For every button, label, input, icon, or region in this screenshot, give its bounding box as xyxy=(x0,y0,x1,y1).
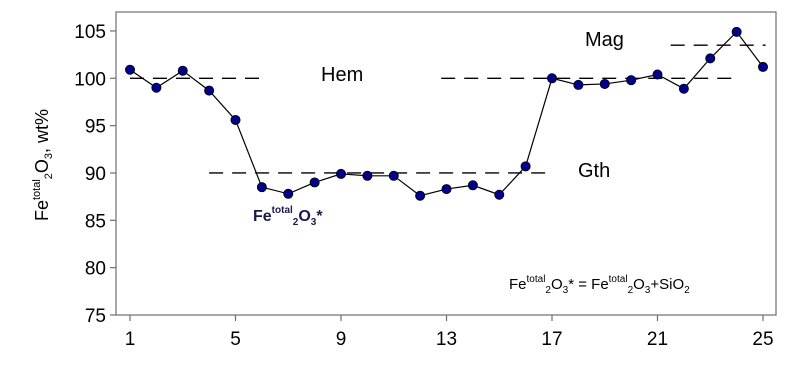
x-axis: 1 5 9 13 17 21 25 xyxy=(125,315,774,350)
data-point xyxy=(441,184,452,195)
data-point xyxy=(335,168,346,179)
y-tick-label: 95 xyxy=(85,117,106,138)
data-point xyxy=(573,79,584,90)
data-point xyxy=(547,73,558,84)
y-axis: 75 80 85 90 95 100 105 xyxy=(74,22,116,327)
data-point xyxy=(731,26,742,37)
x-tick-label: 21 xyxy=(647,329,668,350)
x-tick-label: 1 xyxy=(125,329,136,350)
data-point xyxy=(256,182,267,193)
data-point xyxy=(230,114,241,125)
y-tick-label: 100 xyxy=(74,69,106,90)
y-tick-label: 90 xyxy=(85,164,106,185)
y-tick-label: 105 xyxy=(74,22,106,43)
data-point xyxy=(705,53,716,64)
plot-area xyxy=(115,11,777,316)
x-tick-label: 17 xyxy=(541,329,562,350)
data-point xyxy=(204,85,215,96)
data-point xyxy=(125,64,136,75)
data-point xyxy=(362,170,373,181)
reference-lines xyxy=(130,44,766,174)
data-point xyxy=(494,189,505,200)
y-tick-label: 80 xyxy=(85,259,106,280)
data-point xyxy=(626,75,637,86)
x-tick-label: 13 xyxy=(436,329,457,350)
x-tick-label: 5 xyxy=(230,329,241,350)
label-mag: Mag xyxy=(585,29,624,51)
data-point xyxy=(678,83,689,94)
data-point xyxy=(309,177,320,188)
formula-note: Fetotal2O3* = Fetotal2O3+SiO2 xyxy=(509,274,690,296)
data-point xyxy=(758,61,769,72)
y-tick-label: 75 xyxy=(85,306,106,327)
label-gth: Gth xyxy=(578,160,610,182)
point-annotation: Fetotal2O3* xyxy=(253,205,323,228)
data-series xyxy=(125,26,769,201)
y-tick-label: 85 xyxy=(85,211,106,232)
data-point xyxy=(652,69,663,80)
data-point xyxy=(467,180,478,191)
data-point xyxy=(520,161,531,172)
data-point xyxy=(177,65,188,76)
data-point xyxy=(151,82,162,93)
x-tick-label: 25 xyxy=(752,329,773,350)
data-point xyxy=(388,170,399,181)
label-hem: Hem xyxy=(321,64,363,86)
data-point xyxy=(283,188,294,199)
data-point xyxy=(599,78,610,89)
data-point xyxy=(415,190,426,201)
x-tick-label: 9 xyxy=(336,329,347,350)
y-axis-label: Fetotal2O3, wt% xyxy=(31,109,55,221)
